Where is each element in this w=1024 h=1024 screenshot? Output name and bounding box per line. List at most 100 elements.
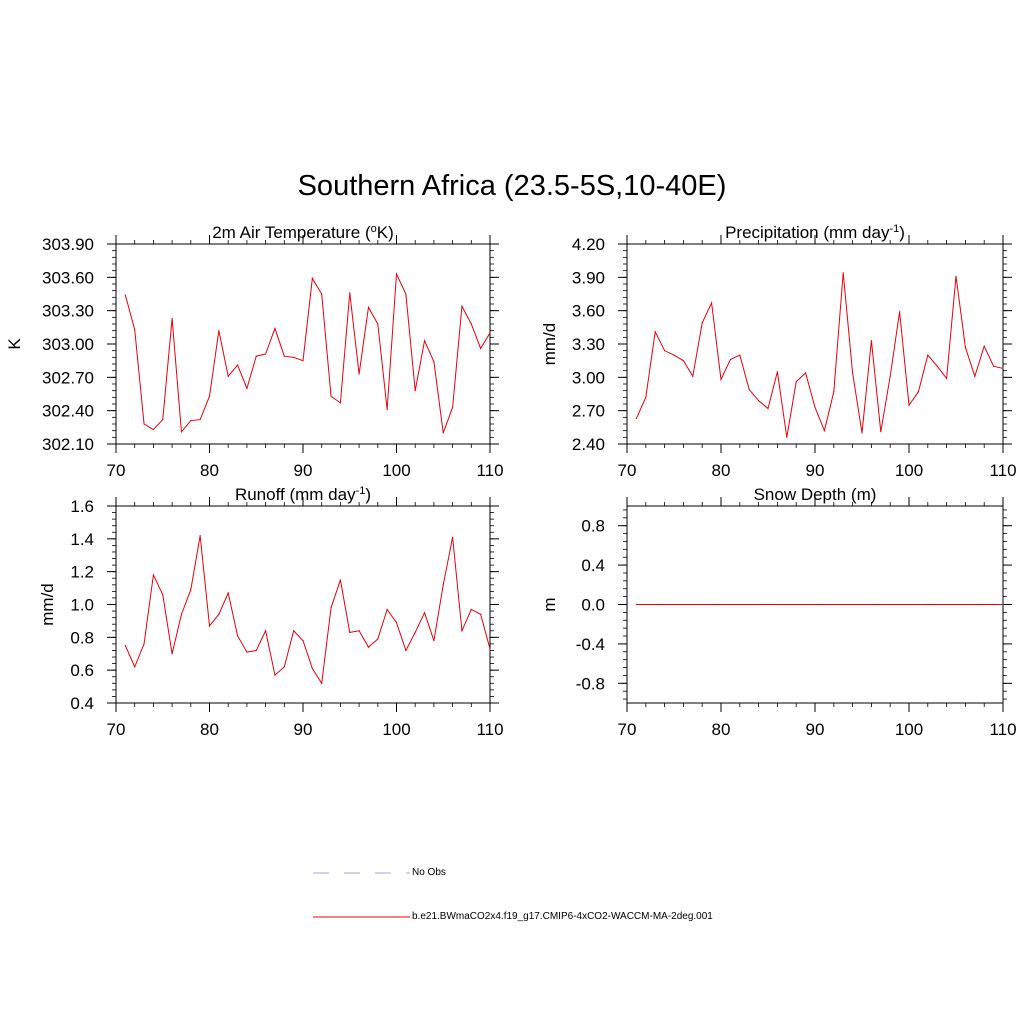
y-tick-label: 2.40 — [572, 435, 605, 454]
data-point — [208, 395, 211, 397]
y-axis-label: mm/d — [38, 583, 57, 626]
data-point — [729, 603, 732, 606]
x-tick-label: 90 — [806, 461, 825, 480]
data-point — [302, 640, 304, 642]
data-point — [711, 302, 713, 304]
data-point — [293, 356, 295, 358]
data-point — [405, 649, 407, 652]
panel-runoff: 70 80 90 100 110 0.4 0.6 0.8 1.0 1.2 1.4 1.6 mm/d Run… — [38, 485, 504, 739]
data-point — [180, 431, 183, 433]
figure-title: Southern Africa (23.5-5S,10-40E) — [297, 170, 727, 202]
y-tick-label: 1.6 — [70, 497, 94, 516]
data-point — [218, 613, 220, 615]
data-point — [852, 372, 854, 374]
y-tick-label: 0.8 — [70, 628, 94, 647]
y-tick-label: 303.60 — [42, 268, 94, 287]
data-point — [823, 430, 826, 432]
data-point — [861, 432, 863, 434]
data-point — [199, 418, 201, 421]
data-point — [786, 603, 788, 606]
data-point — [218, 330, 220, 332]
y-tick-label: 0.4 — [70, 694, 94, 713]
data-point — [805, 603, 807, 606]
data-point — [180, 613, 183, 615]
data-point — [442, 432, 444, 434]
data-point — [739, 354, 741, 356]
data-point — [255, 355, 257, 357]
x-tick-label: 80 — [200, 461, 219, 480]
data-point — [899, 311, 901, 313]
data-point — [433, 640, 435, 642]
data-point — [861, 603, 863, 606]
data-point — [664, 350, 666, 352]
data-point — [367, 646, 370, 648]
data-point — [395, 621, 398, 624]
data-point — [405, 293, 407, 295]
data-point — [246, 651, 248, 653]
data-point — [936, 603, 938, 606]
data-point — [692, 603, 694, 606]
data-point — [852, 603, 854, 606]
data-point — [974, 603, 976, 606]
y-tick-label: 0.6 — [70, 661, 94, 680]
data-point — [124, 294, 126, 296]
data-point — [236, 364, 239, 366]
data-point — [143, 423, 145, 425]
data-point — [927, 603, 929, 606]
data-point — [993, 603, 995, 606]
y-axis-label: K — [5, 338, 24, 350]
y-tick-label: 0.4 — [581, 556, 605, 575]
data-point — [190, 420, 192, 422]
x-tick-label: 90 — [806, 720, 825, 739]
data-point — [1002, 603, 1004, 606]
data-point — [293, 630, 295, 632]
data-point — [358, 630, 360, 632]
data-point — [654, 603, 656, 606]
y-tick-label: 302.10 — [42, 435, 94, 454]
data-point — [480, 347, 482, 350]
data-point — [936, 365, 938, 367]
x-tick-label: 70 — [107, 461, 126, 480]
panel-title: Runoff (mm day-1) — [235, 485, 371, 504]
legend-obs-label: No Obs — [412, 867, 446, 878]
data-point — [767, 603, 769, 606]
data-point — [480, 613, 482, 615]
data-point — [739, 603, 741, 606]
legend-model-label: b.e21.BWmaCO2x4.f19_g17.CMIP6-4xCO2-WACC… — [412, 911, 713, 922]
data-point — [358, 373, 360, 375]
y-tick-label: 1.2 — [70, 563, 94, 582]
x-tick-label: 100 — [895, 461, 923, 480]
y-axis-label: mm/d — [540, 323, 559, 366]
data-point — [321, 293, 323, 295]
data-point — [461, 305, 463, 307]
data-point — [833, 603, 835, 606]
data-point — [964, 346, 967, 348]
x-tick-label: 110 — [989, 720, 1016, 739]
data-point — [452, 406, 454, 408]
data-point — [265, 630, 267, 632]
panel-precipitation: 70 80 90 100 110 2.40 2.70 3.00 3.30 3.60 3.90 4.20… — [540, 223, 1017, 480]
data-point — [645, 603, 647, 606]
y-tick-label: 303.00 — [42, 335, 94, 354]
x-tick-label: 80 — [712, 461, 731, 480]
data-point — [711, 603, 713, 606]
series-line — [124, 272, 491, 434]
data-point — [442, 584, 444, 586]
data-point — [748, 603, 750, 606]
data-point — [143, 643, 145, 645]
data-point — [311, 277, 313, 280]
data-point — [227, 592, 229, 594]
data-point — [321, 682, 323, 684]
data-point — [635, 417, 638, 420]
data-point — [870, 340, 873, 342]
y-tick-label: -0.8 — [576, 674, 605, 693]
data-point — [423, 340, 426, 342]
y-tick-label: 1.4 — [70, 530, 94, 549]
data-point — [720, 378, 722, 381]
data-point — [124, 644, 126, 647]
data-point — [664, 603, 666, 606]
data-point — [423, 612, 426, 614]
y-tick-label: 3.30 — [572, 335, 605, 354]
data-point — [833, 391, 835, 393]
